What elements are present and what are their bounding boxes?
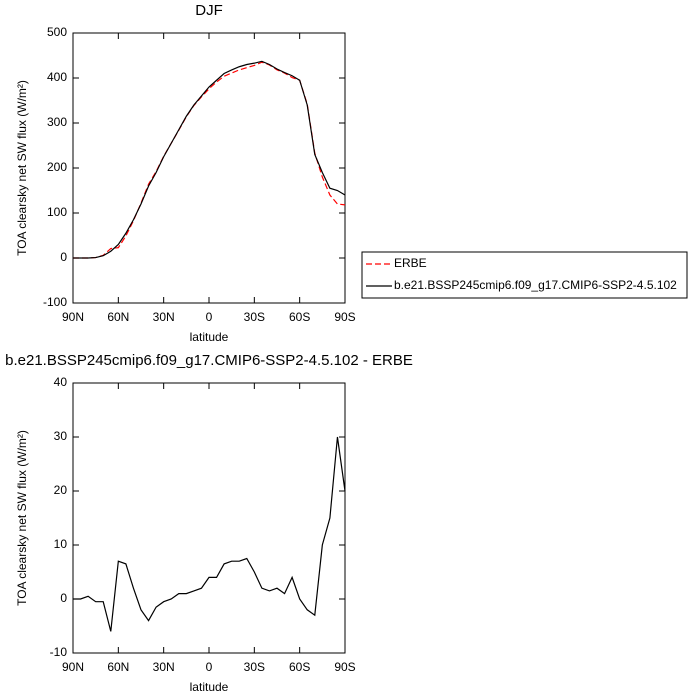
x-tick-label: 60S [289, 310, 310, 324]
x-axis-label: latitude [190, 680, 229, 694]
y-tick-label: 0 [60, 250, 67, 264]
plot-frame [72, 32, 346, 304]
x-axis-label: latitude [190, 330, 229, 344]
x-tick-label: 30N [153, 310, 175, 324]
y-tick-label: -10 [50, 645, 68, 659]
x-tick-label: 60S [289, 660, 310, 674]
x-tick-label: 60N [107, 310, 129, 324]
y-tick-label: -100 [43, 295, 67, 309]
y-tick-label: 30 [54, 429, 68, 443]
x-tick-label: 90S [334, 660, 355, 674]
y-axis-label: TOA clearsky net SW flux (W/m²) [15, 430, 29, 606]
x-tick-label: 30S [244, 660, 265, 674]
x-tick-label: 60N [107, 660, 129, 674]
x-tick-label: 30N [153, 660, 175, 674]
x-tick-label: 0 [206, 310, 213, 324]
y-tick-label: 200 [47, 160, 67, 174]
y-tick-label: 100 [47, 205, 67, 219]
y-tick-label: 10 [54, 537, 68, 551]
y-tick-label: 400 [47, 70, 67, 84]
x-tick-label: 90N [62, 310, 84, 324]
data-line [73, 436, 346, 632]
legend-label: ERBE [394, 256, 427, 270]
data-line [73, 60, 346, 259]
chart-title: DJF [195, 2, 223, 19]
y-tick-label: 40 [54, 375, 68, 389]
chart-title: b.e21.BSSP245cmip6.f09_g17.CMIP6-SSP2-4.… [5, 352, 413, 369]
y-tick-label: 500 [47, 25, 67, 39]
x-tick-label: 90S [334, 310, 355, 324]
y-tick-label: 300 [47, 115, 67, 129]
legend-label: b.e21.BSSP245cmip6.f09_g17.CMIP6-SSP2-4.… [394, 278, 677, 292]
plot-frame [72, 382, 346, 654]
data-line [73, 61, 346, 259]
y-tick-label: 0 [60, 591, 67, 605]
y-axis-label: TOA clearsky net SW flux (W/m²) [15, 80, 29, 256]
y-tick-label: 20 [54, 483, 68, 497]
legend-box [361, 251, 688, 299]
x-tick-label: 90N [62, 660, 84, 674]
x-tick-label: 30S [244, 310, 265, 324]
x-tick-label: 0 [206, 660, 213, 674]
